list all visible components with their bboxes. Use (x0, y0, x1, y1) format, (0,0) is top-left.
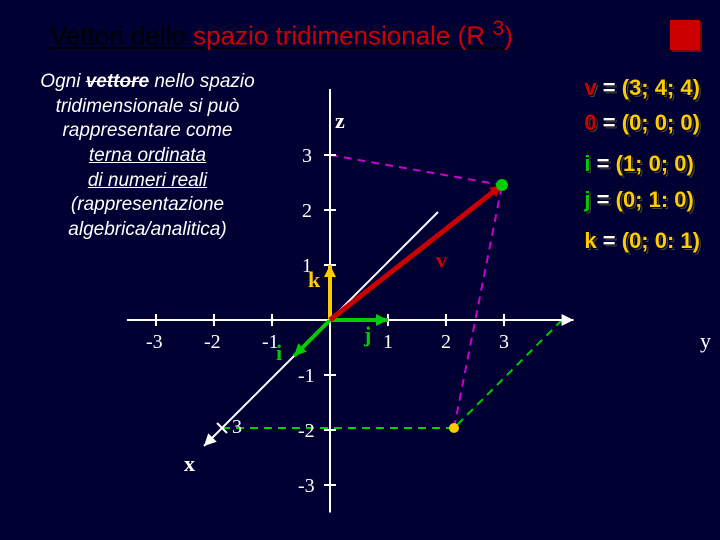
svg-text:-1: -1 (298, 365, 315, 387)
svg-text:2: 2 (441, 331, 451, 353)
svg-text:z: z (335, 108, 345, 133)
svg-text:j: j (363, 322, 371, 347)
svg-text:-2: -2 (204, 331, 221, 353)
coordinate-system: 1-12-23-31-12-23-33zyxijkv (0, 0, 720, 540)
svg-text:3: 3 (302, 145, 312, 167)
svg-text:-2: -2 (298, 420, 315, 442)
svg-text:k: k (308, 267, 321, 292)
svg-text:i: i (276, 340, 282, 365)
svg-text:2: 2 (302, 200, 312, 222)
svg-text:3: 3 (232, 416, 242, 438)
svg-text:x: x (184, 451, 195, 476)
svg-text:-3: -3 (146, 331, 163, 353)
svg-text:v: v (436, 248, 447, 273)
svg-text:1: 1 (383, 331, 393, 353)
svg-text:3: 3 (499, 331, 509, 353)
svg-text:-3: -3 (298, 475, 315, 497)
svg-text:y: y (700, 328, 711, 353)
